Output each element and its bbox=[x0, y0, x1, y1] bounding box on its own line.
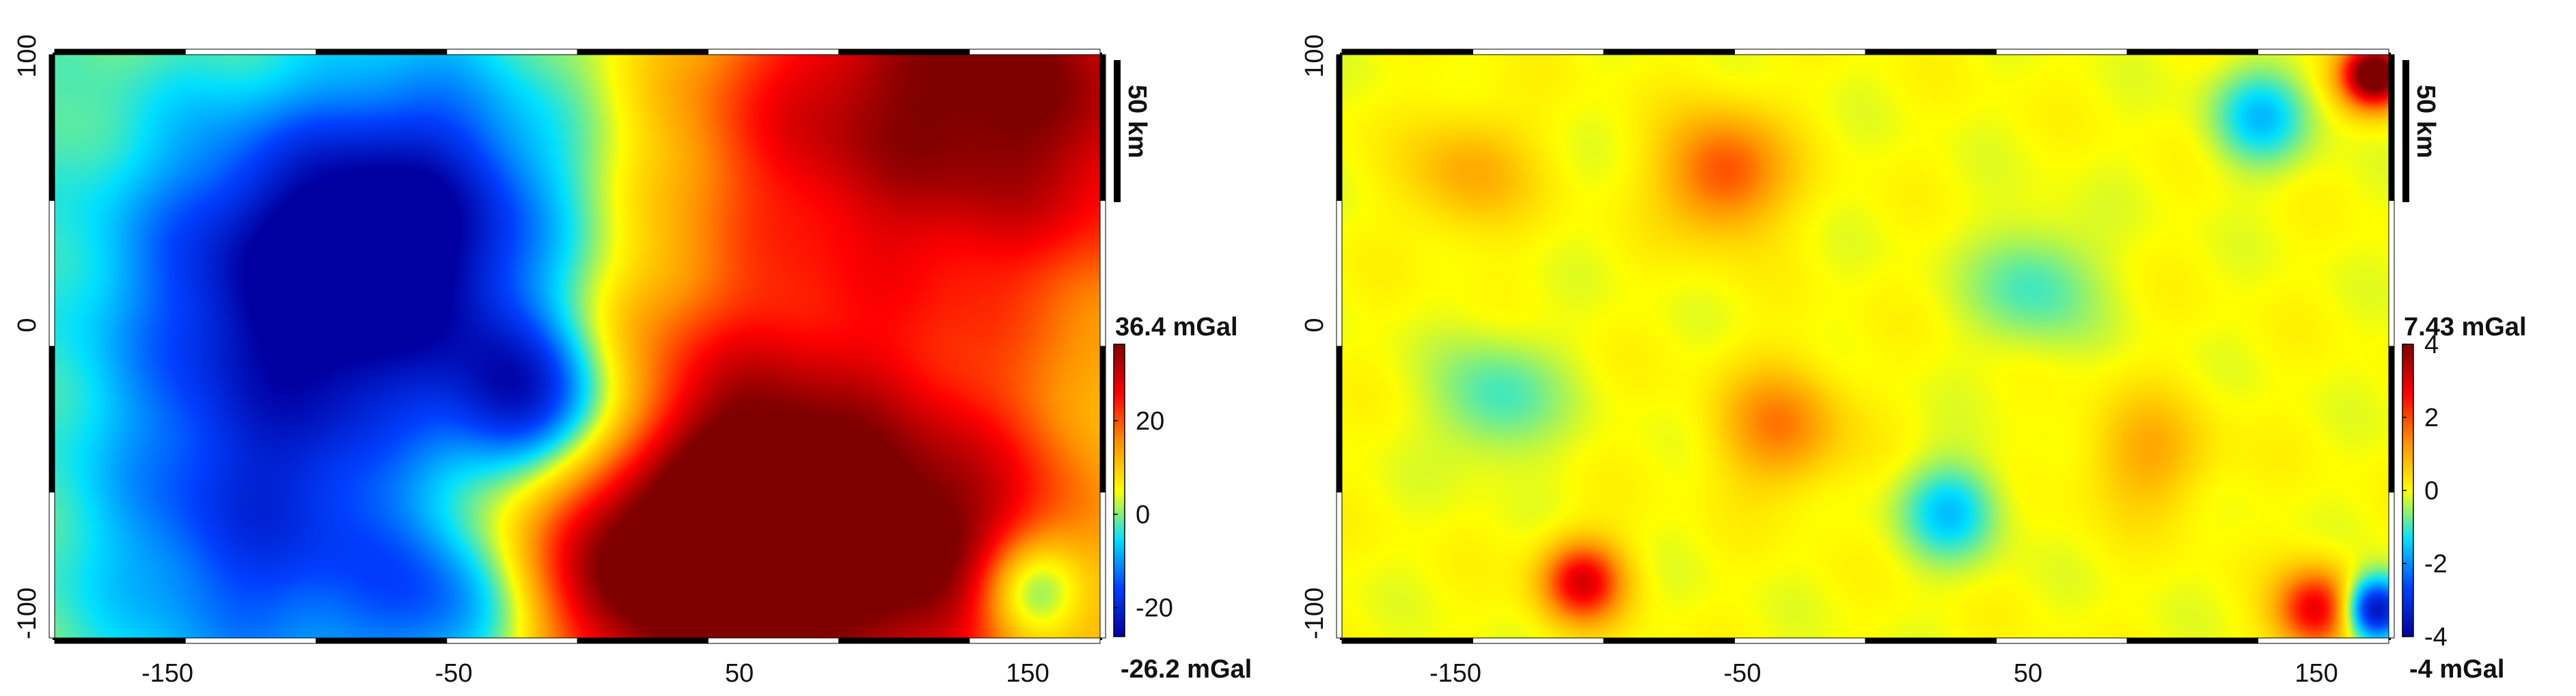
frame-segment bbox=[707, 48, 839, 55]
frame-segment bbox=[707, 637, 839, 644]
colorbar-tick-label: -2 bbox=[2424, 550, 2448, 579]
x-tick-label: -50 bbox=[1724, 659, 1762, 688]
frame-segment bbox=[969, 637, 1101, 644]
colorbar-min-label: -4 mGal bbox=[2409, 655, 2504, 684]
frame-segment bbox=[2126, 637, 2258, 644]
scale-bar bbox=[2402, 60, 2409, 202]
frame-segment bbox=[1472, 48, 1604, 55]
frame-segment bbox=[1099, 492, 1106, 639]
colorbar-tick-label: -4 bbox=[2424, 623, 2448, 652]
frame-segment bbox=[1336, 346, 1343, 492]
frame-segment bbox=[2258, 637, 2389, 644]
colorbar-tick-label: 20 bbox=[1136, 407, 1164, 436]
frame-segment bbox=[1336, 200, 1343, 347]
frame-segment bbox=[49, 200, 55, 347]
colorbar-min-label: -26.2 mGal bbox=[1121, 655, 1252, 684]
frame-segment bbox=[184, 637, 316, 644]
frame-segment bbox=[838, 637, 970, 644]
frame-segment bbox=[54, 48, 186, 55]
frame-segment bbox=[1341, 637, 1473, 644]
y-tick-label: -100 bbox=[1300, 587, 1329, 639]
scale-bar bbox=[1114, 60, 1121, 202]
frame-segment bbox=[1865, 48, 1997, 55]
frame-segment bbox=[577, 48, 709, 55]
frame-segment bbox=[1996, 637, 2128, 644]
frame-segment bbox=[316, 48, 448, 55]
frame-segment bbox=[184, 48, 316, 55]
y-tick-label: 100 bbox=[13, 34, 42, 77]
frame-segment bbox=[1865, 637, 1997, 644]
scale-bar-label: 50 km bbox=[2411, 85, 2440, 158]
colorbar-tick-label: 2 bbox=[2424, 404, 2439, 432]
frame-segment bbox=[2388, 346, 2395, 492]
frame-segment bbox=[54, 637, 186, 644]
frame-segment bbox=[49, 346, 55, 492]
colorbar-ticks: -4 -2 0 2 4 bbox=[2402, 331, 2448, 652]
colorbar-max-label: 7.43 mGal bbox=[2404, 313, 2527, 342]
heatmap-image bbox=[1342, 55, 2389, 638]
frame-segment bbox=[838, 48, 970, 55]
x-tick-label: 50 bbox=[725, 659, 754, 688]
y-tick-label: 0 bbox=[1300, 318, 1329, 332]
frame-segment bbox=[577, 637, 709, 644]
x-tick-label: -150 bbox=[141, 659, 193, 688]
y-tick-label: -100 bbox=[13, 587, 42, 639]
y-tick-label: 100 bbox=[1300, 34, 1329, 77]
frame-segment bbox=[49, 54, 55, 201]
frame-segment bbox=[969, 48, 1101, 55]
frame-segment bbox=[2126, 48, 2258, 55]
frame-segment bbox=[1336, 492, 1343, 639]
frame-segment bbox=[2388, 200, 2395, 347]
y-tick-label: 0 bbox=[13, 318, 42, 332]
colorbar-ticks: -20 0 20 bbox=[1114, 407, 1173, 623]
x-tick-label: -50 bbox=[435, 659, 473, 688]
x-tick-label: 150 bbox=[1006, 659, 1049, 688]
x-tick-label: 50 bbox=[2014, 659, 2042, 688]
scale-bar-label: 50 km bbox=[1123, 85, 1151, 158]
colorbar-tick-label: -20 bbox=[1136, 594, 1173, 623]
frame-segment bbox=[1603, 637, 1735, 644]
frame-segment bbox=[49, 492, 55, 639]
x-tick-label: -150 bbox=[1429, 659, 1481, 688]
frame-segment bbox=[1336, 54, 1343, 201]
colorbar-frame bbox=[1113, 344, 1125, 637]
x-tick-label: 150 bbox=[2294, 659, 2338, 688]
axis-ticks bbox=[1336, 48, 2395, 644]
frame-segment bbox=[1341, 48, 1473, 55]
colorbar-tick-label: 0 bbox=[1136, 501, 1150, 529]
frame-segment bbox=[1734, 48, 1866, 55]
frame-segment bbox=[2388, 492, 2395, 639]
axis-ticks bbox=[49, 48, 1106, 644]
frame-segment bbox=[1099, 54, 1106, 201]
frame-segment bbox=[1734, 637, 1866, 644]
colorbar-tick-label: 4 bbox=[2424, 331, 2439, 359]
frame-segment bbox=[2388, 54, 2395, 201]
frame-segment bbox=[2258, 48, 2389, 55]
frame-segment bbox=[1099, 200, 1106, 347]
frame-segment bbox=[446, 637, 578, 644]
frame-segment bbox=[1099, 346, 1106, 492]
frame-segment bbox=[1603, 48, 1735, 55]
colorbar-max-label: 36.4 mGal bbox=[1115, 313, 1238, 342]
colorbar-tick-label: 0 bbox=[2424, 477, 2439, 505]
frame-segment bbox=[316, 637, 448, 644]
colorbar bbox=[1114, 344, 1125, 637]
frame-segment bbox=[1472, 637, 1604, 644]
frame-segment bbox=[1996, 48, 2128, 55]
panel-1: -150 -50 50 150 100 0 -100 50 km 36.4 mG… bbox=[13, 34, 1252, 688]
frame-segment bbox=[446, 48, 578, 55]
panel-2: -150 -50 50 150 100 0 -100 50 km 7.43 mG… bbox=[1300, 34, 2527, 688]
heatmap-image bbox=[55, 55, 1100, 638]
